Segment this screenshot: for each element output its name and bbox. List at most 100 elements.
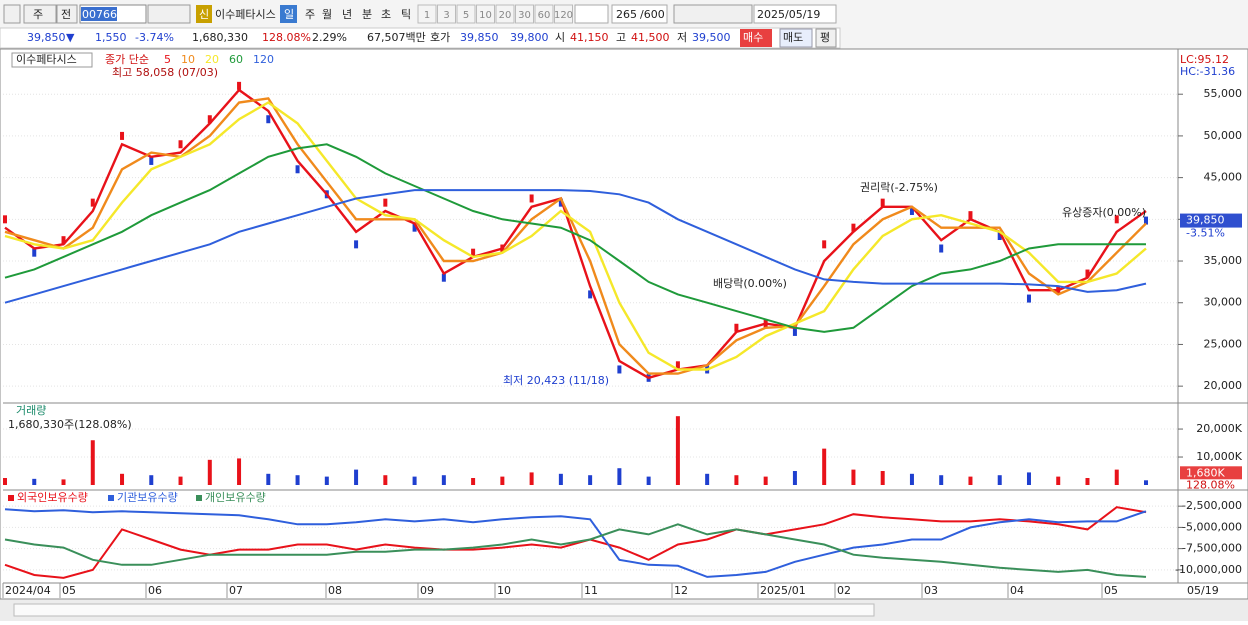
current-volume-box xyxy=(1180,466,1242,480)
tick-buttons: 1 3 5 10 20 30 60 120 xyxy=(417,4,573,24)
candle xyxy=(909,206,914,215)
tick-button[interactable] xyxy=(456,4,476,24)
candle xyxy=(822,240,827,249)
period-select[interactable] xyxy=(23,4,57,24)
volume-bar xyxy=(880,471,885,485)
candle xyxy=(3,215,7,224)
date-label: 02 xyxy=(837,584,851,597)
volume-bar xyxy=(734,475,739,485)
date-label: 2024/04 xyxy=(5,584,51,597)
volume-bar xyxy=(178,476,183,485)
y-tick-label: 20,000 xyxy=(1204,379,1243,392)
sell-button[interactable] xyxy=(779,28,813,48)
legend-swatch xyxy=(196,495,202,501)
candle xyxy=(441,273,446,282)
volume-bar xyxy=(1056,476,1061,485)
tick-button[interactable] xyxy=(534,4,554,24)
tick: 20 xyxy=(499,10,512,21)
high: 41,500 xyxy=(631,31,670,44)
tick-button[interactable] xyxy=(495,4,515,24)
date-label: 06 xyxy=(148,584,162,597)
legend-entry: 개인보유수량 xyxy=(205,491,266,504)
tick-button[interactable] xyxy=(476,4,495,24)
candle xyxy=(61,236,66,245)
rate: -3.74% xyxy=(135,31,174,44)
current-volume: 1,680K xyxy=(1186,466,1225,479)
date-box[interactable] xyxy=(753,4,837,24)
sell: 매도 xyxy=(783,31,803,44)
stock-label: 이수페타시스 xyxy=(16,53,77,66)
selection xyxy=(81,7,117,21)
date-label: 04 xyxy=(1010,584,1024,597)
y-tick-label: 25,000 xyxy=(1204,337,1243,350)
open: 41,150 xyxy=(570,31,609,44)
candle xyxy=(383,198,388,207)
avg-button[interactable] xyxy=(815,28,837,48)
candle xyxy=(149,156,154,165)
tick-button[interactable] xyxy=(515,4,534,24)
series-line xyxy=(4,143,1146,333)
unit-selected[interactable] xyxy=(280,5,297,23)
tick-button[interactable] xyxy=(437,4,456,24)
legend-title: 종가 단순 xyxy=(105,53,149,66)
date-label: 07 xyxy=(229,584,243,597)
series-line xyxy=(4,189,1147,304)
tick-button[interactable] xyxy=(554,4,573,24)
candle xyxy=(529,194,534,203)
tick: 120 xyxy=(554,10,573,21)
candle xyxy=(412,223,417,232)
series-line xyxy=(4,101,1147,371)
volume-bar xyxy=(354,469,359,485)
corner-text: LC:95.12 xyxy=(1180,53,1229,66)
candle xyxy=(32,248,37,257)
bid: 39,800 xyxy=(510,31,549,44)
icon[interactable] xyxy=(3,4,21,24)
tick: 10 xyxy=(479,10,492,21)
series-line xyxy=(4,523,1147,578)
candle xyxy=(968,211,973,220)
volume-bar xyxy=(1114,469,1119,485)
current-volume-rate: 128.08% xyxy=(1186,478,1235,491)
candle xyxy=(178,140,183,149)
volume-bar xyxy=(968,476,973,485)
buy-button[interactable] xyxy=(740,29,772,47)
price: 39,850 xyxy=(27,31,66,44)
unit: 일 xyxy=(284,7,294,21)
volume-bar xyxy=(675,416,680,485)
y-tick-label: -5,000,000 xyxy=(1182,520,1242,533)
volume-bar xyxy=(120,473,125,485)
scroll-thumb[interactable] xyxy=(13,603,875,617)
last-date: 05/19 xyxy=(1187,584,1219,597)
date-label: 05 xyxy=(1104,584,1118,597)
legend-entry: 10 xyxy=(181,53,195,66)
panel-subtitle: 1,680,330주(128.08%) xyxy=(8,418,132,431)
corner-text: HC:-31.36 xyxy=(1180,65,1235,78)
dropdown[interactable] xyxy=(574,4,609,24)
ask: 39,850 xyxy=(460,31,499,44)
candle xyxy=(237,81,242,90)
candle xyxy=(1026,294,1031,303)
count-box[interactable] xyxy=(611,4,668,24)
legend-swatch xyxy=(8,495,14,501)
ask-label: 호가 xyxy=(430,31,450,44)
avg: 평 xyxy=(820,31,830,44)
y-tick-label: 30,000 xyxy=(1204,296,1243,309)
volume-bar xyxy=(441,475,446,485)
legend-swatch xyxy=(108,495,114,501)
volume-bar xyxy=(763,476,768,485)
tick: 60 xyxy=(538,10,551,21)
tool-icons[interactable] xyxy=(673,4,753,24)
candle xyxy=(295,165,300,174)
unit: 초 xyxy=(381,8,391,21)
candle xyxy=(1144,216,1148,225)
view-button[interactable] xyxy=(56,4,78,24)
candle xyxy=(1085,269,1090,278)
candle xyxy=(588,290,593,299)
volume-bar xyxy=(939,475,944,485)
y-tick-label: 10,000K xyxy=(1196,450,1242,463)
date-label: 08 xyxy=(328,584,342,597)
tick-button[interactable] xyxy=(417,4,437,24)
unit: 주 xyxy=(305,8,315,21)
search-buttons[interactable] xyxy=(147,4,191,24)
